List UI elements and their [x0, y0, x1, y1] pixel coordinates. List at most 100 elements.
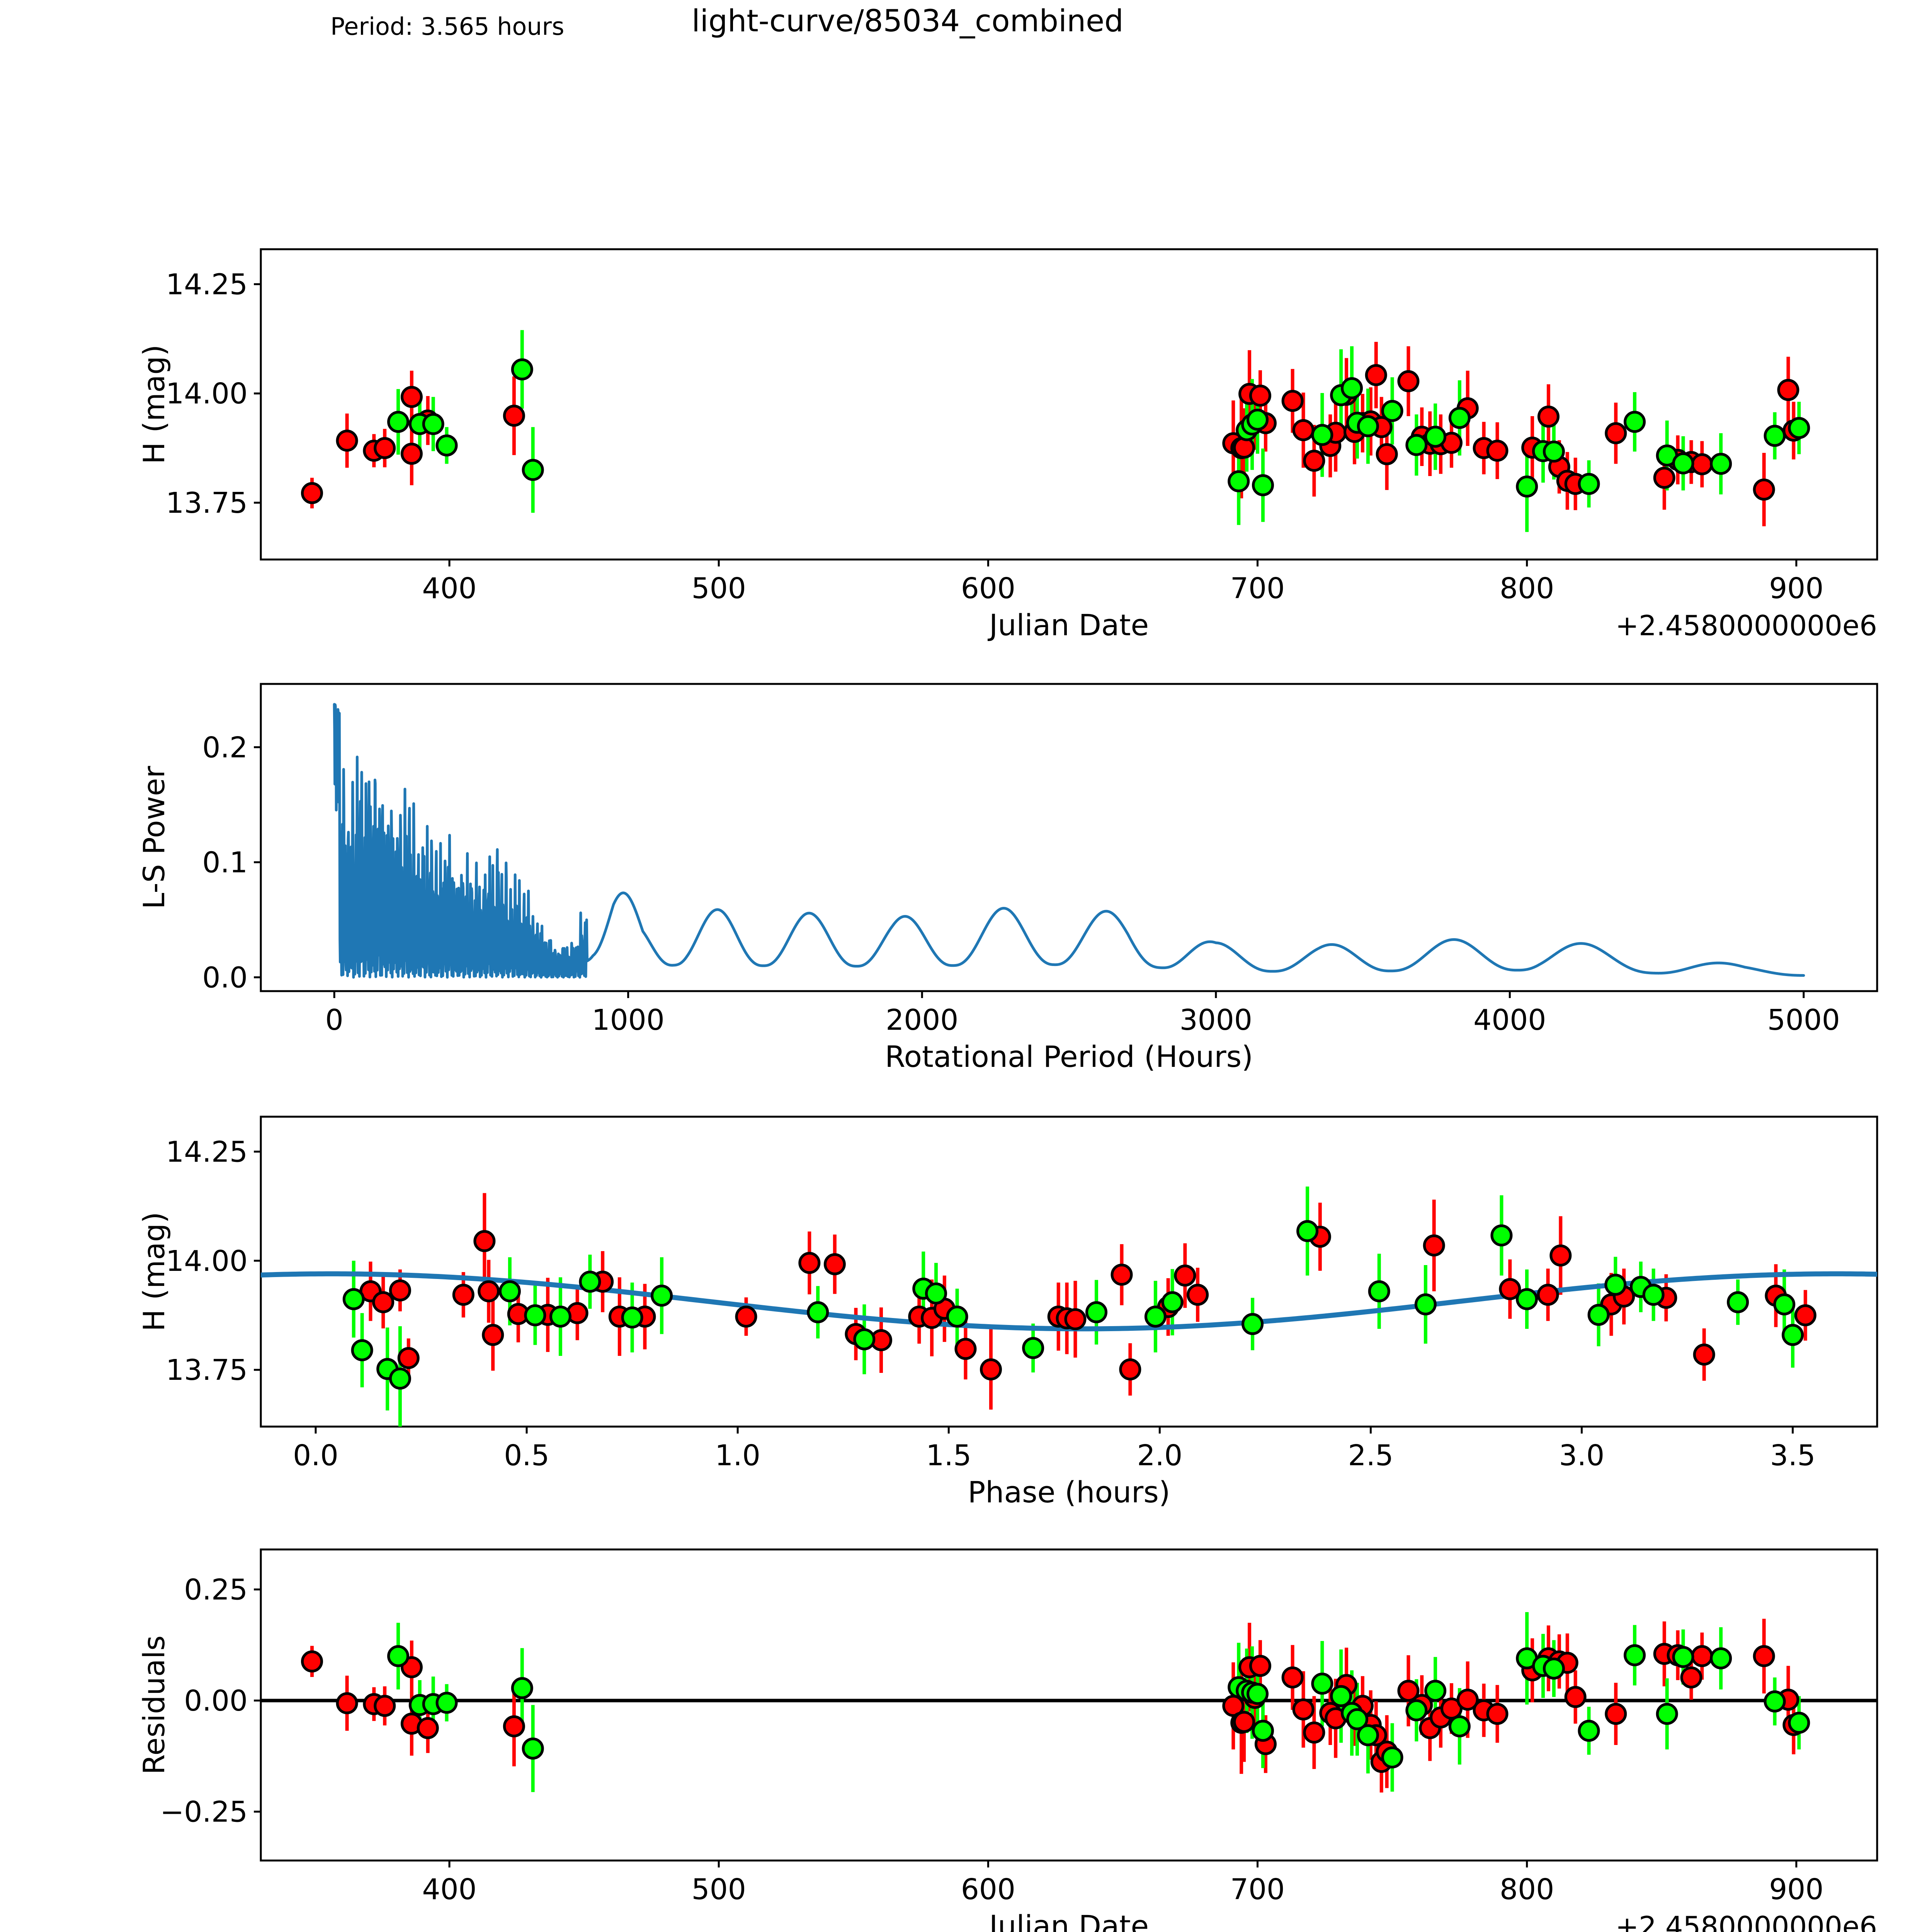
data-point-green: [387, 1645, 410, 1667]
data-point-green: [522, 1737, 544, 1760]
data-point-green: [1578, 473, 1600, 495]
y-tick-label: −0.25: [160, 1796, 248, 1829]
x-axis-label: Phase (hours): [968, 1475, 1170, 1509]
data-point-red: [473, 1230, 496, 1252]
data-point-red: [980, 1358, 1002, 1381]
data-point-green: [1252, 474, 1274, 497]
data-point-red: [954, 1338, 977, 1360]
data-point-red: [1292, 419, 1315, 441]
data-point-green: [1782, 1324, 1804, 1346]
y-axis-label: Residuals: [137, 1635, 171, 1775]
x-tick-label: 800: [1500, 1873, 1554, 1906]
data-point-green: [1448, 407, 1471, 429]
data-point-red: [1653, 467, 1675, 489]
data-point-green: [1543, 1657, 1565, 1680]
data-point-green: [1516, 1288, 1538, 1310]
y-tick-label: 14.00: [166, 1245, 248, 1278]
data-point-green: [389, 1367, 411, 1390]
data-point-green: [1311, 424, 1333, 446]
data-point-green: [1624, 411, 1646, 433]
data-point-green: [1764, 425, 1786, 447]
lightcurve-axes-frame: [260, 248, 1878, 561]
data-point-red: [1423, 1234, 1445, 1257]
data-point-red: [1249, 384, 1271, 407]
data-point-red: [1564, 1686, 1587, 1708]
data-point-green: [524, 1304, 546, 1327]
x-tick-label: 4000: [1473, 1003, 1546, 1037]
y-axis-label: L-S Power: [137, 765, 171, 909]
data-point-green: [1381, 400, 1403, 422]
y-tick-label: 14.00: [166, 377, 248, 410]
data-point-red: [1440, 1697, 1463, 1720]
data-point-red: [1549, 1244, 1572, 1267]
x-tick-label: 500: [692, 572, 746, 605]
data-point-red: [1753, 478, 1775, 501]
data-point-red: [400, 442, 423, 465]
periodogram-ticks: 0 1000 2000 3000 4000 5000 0.0 0.1 0.2 Rotational…: [137, 731, 1840, 1074]
y-tick-label: 0.00: [184, 1684, 248, 1718]
data-point-red: [482, 1324, 504, 1346]
data-point-green: [1368, 1280, 1390, 1303]
data-point-red: [1680, 1666, 1702, 1689]
data-point-green: [522, 459, 544, 481]
x-tick-label: 5000: [1767, 1003, 1840, 1037]
data-point-red: [374, 437, 396, 459]
y-tick-label: 0.1: [202, 846, 248, 879]
lightcurve-data: [301, 330, 1810, 532]
data-point-green: [1144, 1305, 1167, 1328]
data-point-red: [1397, 1680, 1420, 1702]
data-point-red: [301, 1650, 323, 1673]
data-point-red: [372, 1291, 395, 1313]
data-point-green: [1405, 434, 1428, 456]
x-axis-label: Julian Date: [988, 1909, 1149, 1932]
data-point-red: [1376, 443, 1398, 465]
x-tick-label: 400: [422, 572, 476, 605]
data-point-green: [579, 1270, 601, 1293]
data-point-green: [1228, 470, 1250, 493]
period-annotation: Period: 3.565 hours: [330, 12, 565, 41]
data-point-red: [1794, 1304, 1816, 1327]
x-tick-label: 1.0: [715, 1439, 760, 1472]
x-axis-label: Rotational Period (Hours): [885, 1039, 1253, 1074]
data-point-green: [1424, 425, 1447, 448]
x-tick-label: 0.0: [293, 1439, 338, 1472]
y-tick-label: 14.25: [166, 268, 248, 301]
data-point-green: [1578, 1719, 1600, 1742]
phasefold-ticks: 0.0 0.5 1.0 1.5 2.0 2.5 3.0 3.5 13.75 14.00 14.25 P…: [137, 1135, 1815, 1509]
data-point-red: [1777, 379, 1799, 401]
data-point-green: [1516, 475, 1538, 498]
data-point-red: [1187, 1284, 1209, 1306]
data-point-red: [823, 1253, 846, 1276]
data-point-green: [1672, 452, 1694, 474]
data-point-green: [1252, 1719, 1274, 1742]
x-tick-label: 1000: [592, 1003, 665, 1037]
data-point-green: [1405, 1699, 1428, 1721]
data-point-green: [1161, 1291, 1184, 1313]
data-point-red: [1691, 1645, 1713, 1667]
data-point-red: [1605, 1703, 1627, 1725]
data-point-green: [549, 1305, 571, 1328]
data-point-red: [1486, 1703, 1509, 1725]
data-point-green: [1341, 377, 1363, 400]
data-point-red: [1174, 1264, 1196, 1287]
data-point-red: [1111, 1264, 1133, 1286]
data-point-green: [946, 1305, 968, 1328]
data-point-green: [1764, 1690, 1786, 1713]
phasefold-axes-frame: [260, 1116, 1878, 1428]
data-point-green: [1296, 1220, 1319, 1242]
data-point-red: [397, 1347, 420, 1369]
data-point-green: [1247, 408, 1269, 431]
phasefold-data: [261, 1186, 1877, 1427]
data-point-red: [1365, 364, 1387, 386]
x-tick-label: 500: [692, 1873, 746, 1906]
data-point-green: [651, 1284, 673, 1307]
data-point-red: [1537, 1284, 1559, 1306]
data-point-red: [503, 1715, 525, 1738]
data-point-red: [1064, 1308, 1087, 1330]
data-point-red: [1397, 370, 1420, 393]
data-point-green: [351, 1339, 373, 1361]
data-point-green: [435, 434, 458, 457]
data-point-green: [1710, 452, 1732, 475]
data-point-green: [1424, 1680, 1447, 1702]
